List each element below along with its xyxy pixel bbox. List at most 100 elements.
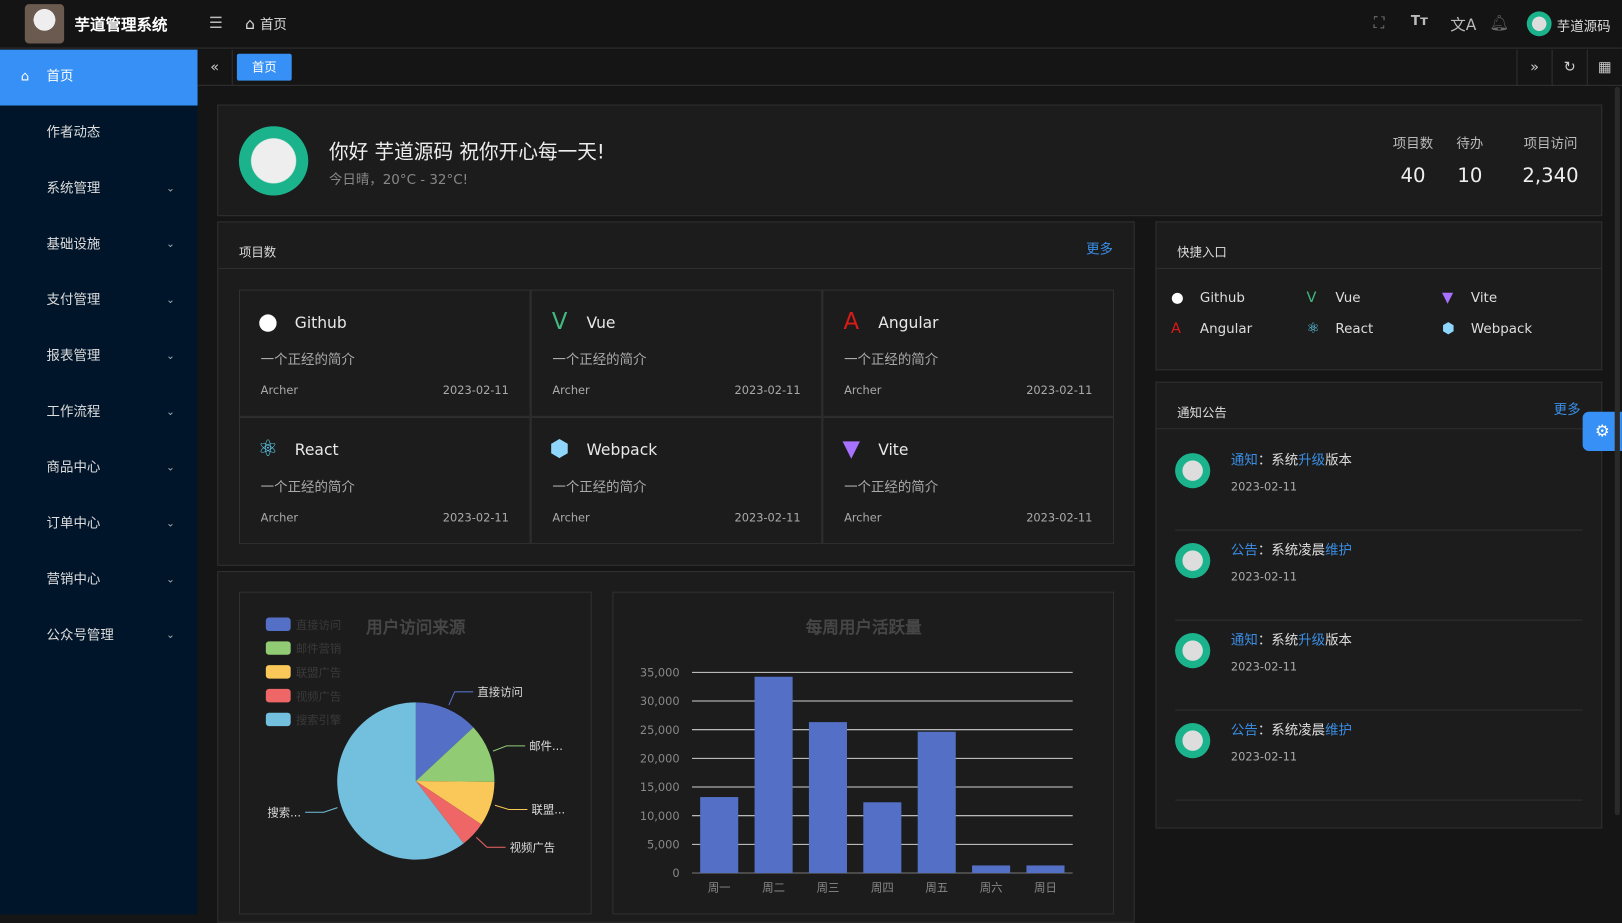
webpack-icon: ⬢ bbox=[549, 436, 570, 463]
notice-item[interactable]: 通知：系统升级版本 2023-02-11 bbox=[1175, 441, 1583, 531]
project-item[interactable]: ⚛ React 一个正经的简介 Archer 2023-02-11 bbox=[238, 416, 531, 545]
shortcut-item[interactable]: ⬢ Webpack bbox=[1442, 321, 1532, 338]
webpack-icon: ⬢ bbox=[1441, 320, 1455, 338]
bar-chart: 每周用户活跃量 0 5,000 10,000 15,000 20,000 25,000 30,… bbox=[640, 617, 1073, 895]
bar bbox=[700, 797, 739, 874]
project-item[interactable]: V Vue 一个正经的简介 Archer 2023-02-11 bbox=[530, 289, 823, 417]
y-tick-label: 0 bbox=[672, 866, 679, 880]
sidebar-item-label: 报表管理 bbox=[46, 348, 101, 365]
notice-item[interactable]: 公告：系统凌晨维护 2023-02-11 bbox=[1175, 711, 1583, 801]
y-tick-label: 5,000 bbox=[647, 838, 680, 852]
project-item[interactable]: ● Github 一个正经的简介 Archer 2023-02-11 bbox=[238, 289, 531, 417]
sidebar-item[interactable]: ⌂ 首页 bbox=[0, 49, 198, 106]
notice-avatar bbox=[1175, 453, 1211, 489]
legend-swatch bbox=[265, 665, 291, 679]
top-header: 芋道管理系统 ☰ ⌂ 首页 ⛶ Tт 文A 🔔︎ 芋道源码 bbox=[0, 0, 1622, 49]
legend-label: 联盟广告 bbox=[296, 665, 341, 679]
shortcut-item[interactable]: A Angular bbox=[1171, 321, 1252, 338]
y-tick-label: 30,000 bbox=[640, 694, 680, 708]
fullscreen-icon[interactable]: ⛶ bbox=[1373, 13, 1385, 33]
notice-date: 2023-02-11 bbox=[1230, 749, 1298, 764]
menu-fold-icon[interactable]: ☰ bbox=[208, 13, 223, 33]
breadcrumb-home[interactable]: 首页 bbox=[259, 17, 287, 34]
notices-more-link[interactable]: 更多 bbox=[1553, 402, 1581, 418]
refresh-icon[interactable]: ↻ bbox=[1551, 49, 1587, 86]
page-scrollbar[interactable] bbox=[1614, 86, 1620, 816]
divider bbox=[218, 267, 1134, 269]
shortcut-item[interactable]: ⚛ React bbox=[1306, 321, 1373, 338]
user-avatar[interactable] bbox=[1526, 11, 1552, 37]
y-tick-label: 25,000 bbox=[640, 723, 680, 737]
bar-chart-panel: 每周用户活跃量 0 5,000 10,000 15,000 20,000 25,000 30,… bbox=[612, 591, 1115, 915]
shortcut-label: React bbox=[1335, 321, 1374, 338]
sidebar-item[interactable]: 营销中心 ⌄ bbox=[0, 552, 198, 608]
project-author: Archer bbox=[844, 383, 882, 398]
user-name[interactable]: 芋道源码 bbox=[1556, 19, 1611, 36]
slice-label: 直接访问 bbox=[477, 685, 522, 699]
notice-item[interactable]: 通知：系统升级版本 2023-02-11 bbox=[1175, 621, 1583, 711]
legend-label: 搜索引擎 bbox=[296, 713, 341, 727]
chevron-down-icon: ⌄ bbox=[166, 462, 175, 474]
project-desc: 一个正经的简介 bbox=[552, 479, 647, 496]
sidebar-item[interactable]: 基础设施 ⌄ bbox=[0, 217, 198, 273]
app-title: 芋道管理系统 bbox=[74, 15, 168, 35]
project-item[interactable]: A Angular 一个正经的简介 Archer 2023-02-11 bbox=[822, 289, 1115, 417]
divider bbox=[1156, 428, 1602, 430]
shortcut-item[interactable]: V Vue bbox=[1306, 290, 1360, 307]
tabs-scroll-right-icon[interactable]: » bbox=[1516, 49, 1551, 86]
vue-icon: V bbox=[551, 309, 568, 336]
sidebar-item[interactable]: 商品中心 ⌄ bbox=[0, 441, 198, 497]
shortcut-label: Vite bbox=[1470, 290, 1498, 307]
breadcrumb[interactable]: ⌂ 首页 bbox=[245, 13, 287, 33]
x-tick-label: 周六 bbox=[980, 881, 1003, 895]
chevron-down-icon: ⌄ bbox=[166, 294, 175, 307]
sidebar-item[interactable]: 支付管理 ⌄ bbox=[0, 273, 198, 329]
bar bbox=[917, 731, 956, 874]
slice-label: 视频广告 bbox=[510, 840, 555, 854]
tab-home[interactable]: 首页 bbox=[236, 53, 292, 81]
translate-icon[interactable]: 文A bbox=[1450, 15, 1477, 35]
shortcuts-card: 快捷入口 ● Github V Vue ▼ Vite A Angular ⚛ React ⬢ Webp… bbox=[1155, 221, 1603, 371]
shortcuts-title: 快捷入口 bbox=[1177, 245, 1227, 260]
legend-label: 视频广告 bbox=[296, 689, 341, 703]
notice-avatar bbox=[1175, 633, 1211, 669]
weather: 今日晴，20°C - 32°C! bbox=[328, 172, 468, 189]
slice-label: 联盟... bbox=[532, 803, 566, 817]
sidebar-item-label: 基础设施 bbox=[46, 236, 101, 253]
tabs-scroll-left-icon[interactable]: « bbox=[198, 49, 233, 86]
notice-item[interactable]: 公告：系统凌晨维护 2023-02-11 bbox=[1175, 531, 1583, 621]
sidebar-item-label: 首页 bbox=[46, 69, 74, 85]
project-item[interactable]: ⬢ Webpack 一个正经的简介 Archer 2023-02-11 bbox=[530, 416, 823, 545]
grid-menu-icon[interactable]: ▦ bbox=[1586, 49, 1622, 86]
sidebar-item[interactable]: 作者动态 bbox=[0, 106, 198, 162]
chevron-down-icon: ⌄ bbox=[166, 183, 175, 195]
bell-icon[interactable]: 🔔︎ bbox=[1489, 13, 1510, 33]
x-tick-label: 周一 bbox=[708, 881, 731, 895]
pie-chart-panel: 用户访问来源 直接访问 邮件营销 联盟广告 视频广告 搜索引擎 直接访问 邮件... 联盟...… bbox=[238, 591, 592, 915]
sidebar-item[interactable]: 订单中心 ⌄ bbox=[0, 497, 198, 553]
sidebar-item[interactable]: 公众号管理 ⌄ bbox=[0, 608, 198, 664]
sidebar-item[interactable]: 报表管理 ⌄ bbox=[0, 329, 198, 385]
stat-todo: 待办 10 bbox=[1456, 136, 1484, 188]
project-desc: 一个正经的简介 bbox=[844, 479, 939, 496]
sidebar-item[interactable]: 工作流程 ⌄ bbox=[0, 385, 198, 441]
shortcut-item[interactable]: ● Github bbox=[1171, 290, 1245, 307]
pie-chart: 用户访问来源直接访问邮件营销联盟广告视频广告搜索引擎直接访问邮件...联盟...… bbox=[265, 617, 566, 860]
bar bbox=[1026, 865, 1065, 874]
legend-label: 邮件营销 bbox=[296, 642, 341, 656]
sidebar-item[interactable]: 系统管理 ⌄ bbox=[0, 161, 198, 217]
legend-swatch bbox=[265, 688, 291, 703]
legend-swatch bbox=[265, 712, 291, 727]
chart-title: 用户访问来源 bbox=[366, 617, 466, 637]
shortcut-label: Webpack bbox=[1470, 321, 1533, 338]
font-size-icon[interactable]: Tт bbox=[1410, 13, 1428, 29]
vite-icon: ▼ bbox=[1441, 289, 1454, 307]
sidebar-item-label: 作者动态 bbox=[46, 125, 101, 141]
project-date: 2023-02-11 bbox=[734, 383, 801, 398]
project-item[interactable]: ▼ Vite 一个正经的简介 Archer 2023-02-11 bbox=[822, 416, 1115, 545]
project-author: Archer bbox=[260, 383, 299, 398]
projects-more-link[interactable]: 更多 bbox=[1086, 242, 1114, 258]
chevron-down-icon: ⌄ bbox=[166, 238, 175, 251]
shortcut-item[interactable]: ▼ Vite bbox=[1442, 290, 1497, 307]
legend-swatch bbox=[265, 617, 291, 631]
